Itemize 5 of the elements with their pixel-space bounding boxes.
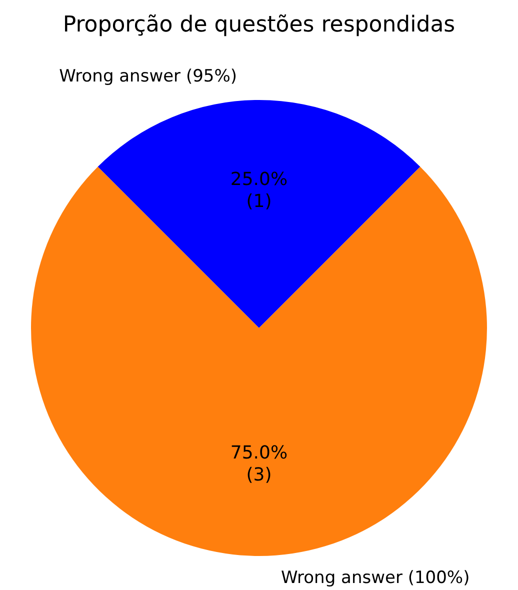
data-label: 25.0% (1)	[230, 168, 288, 212]
data-label: 75.0% (3)	[230, 442, 288, 486]
chart-title: Proporção de questões respondidas	[62, 12, 456, 38]
slice-label: Wrong answer (95%)	[59, 66, 237, 87]
slice-label: Wrong answer (100%)	[281, 568, 470, 588]
